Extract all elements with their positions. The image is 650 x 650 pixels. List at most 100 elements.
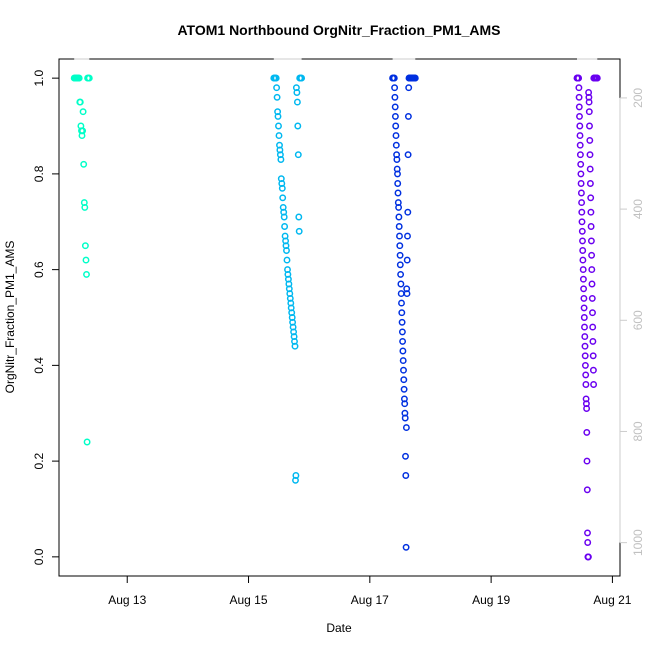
data-point-series-1 — [79, 108, 87, 116]
data-point-series-4 — [590, 381, 598, 388]
data-point-series-4 — [578, 199, 586, 207]
data-point-series-3 — [396, 251, 404, 259]
data-point-series-4 — [576, 141, 584, 149]
y-tick-label: 1.0 — [32, 69, 46, 86]
data-point-series-3 — [404, 112, 412, 120]
data-point-series-2 — [273, 93, 281, 101]
data-point-series-4 — [584, 539, 592, 546]
data-point-series-4 — [585, 108, 593, 116]
data-point-series-3 — [402, 543, 410, 551]
y-axis: 0.0 0.2 0.4 0.6 0.8 1.0 — [32, 69, 60, 565]
data-point-series-4 — [589, 323, 597, 331]
data-point-series-2 — [275, 132, 283, 140]
data-point-series-2 — [283, 256, 291, 264]
data-point-series-4 — [576, 151, 584, 159]
points-layer — [70, 74, 601, 561]
data-point-series-2 — [275, 122, 282, 130]
data-point-series-4 — [577, 170, 585, 178]
data-point-series-3 — [394, 170, 401, 178]
data-point-series-1 — [85, 74, 93, 82]
data-point-series-4 — [576, 132, 584, 140]
data-point-series-3 — [401, 400, 409, 408]
data-point-series-4 — [578, 218, 586, 226]
y-axis-label: OrgNitr_Fraction_PM1_AMS — [3, 241, 17, 394]
y2-tick-label: 600 — [631, 310, 645, 330]
data-point-series-4 — [576, 122, 584, 130]
plot-frame — [58, 58, 621, 577]
data-point-series-3 — [394, 189, 402, 197]
data-point-series-4 — [583, 405, 591, 412]
data-point-series-2 — [294, 151, 302, 159]
data-point-series-4 — [586, 136, 594, 144]
data-point-series-4 — [575, 103, 583, 111]
data-point-series-1 — [83, 438, 91, 446]
data-point-series-3 — [391, 103, 399, 111]
x-axis: Aug 13 Aug 15 Aug 17 Aug 19 Aug 21 — [108, 575, 632, 607]
data-point-series-2 — [273, 84, 281, 92]
data-point-series-4 — [575, 93, 583, 101]
data-point-series-3 — [404, 232, 411, 240]
data-point-series-3 — [399, 347, 407, 355]
data-point-series-4 — [582, 381, 590, 388]
y-tick-label: 0.0 — [32, 548, 46, 565]
data-point-series-4 — [575, 74, 583, 82]
data-point-series-4 — [587, 223, 595, 230]
y-tick-label: 0.6 — [32, 261, 46, 278]
data-point-series-3 — [397, 270, 405, 278]
data-point-series-1 — [83, 270, 90, 278]
y2-axis: 200 400 600 800 1000 — [619, 88, 645, 556]
data-point-series-1 — [80, 160, 88, 168]
data-point-series-4 — [584, 529, 591, 537]
data-point-series-3 — [403, 290, 411, 298]
data-point-series-4 — [578, 208, 586, 216]
data-point-series-1 — [76, 98, 84, 106]
data-point-series-3 — [392, 132, 400, 140]
data-point-series-3 — [393, 156, 401, 163]
data-point-series-4 — [593, 74, 601, 82]
x-tick-label: Aug 21 — [593, 593, 631, 607]
data-point-series-2 — [292, 472, 300, 479]
data-point-series-3 — [400, 366, 407, 374]
data-point-series-4 — [583, 457, 591, 465]
data-point-series-3 — [392, 141, 400, 149]
y-tick-label: 0.2 — [32, 452, 46, 469]
data-point-series-4 — [588, 266, 596, 274]
y-tick-label: 0.4 — [32, 357, 46, 374]
data-point-series-4 — [579, 237, 586, 245]
data-point-series-4 — [576, 112, 583, 120]
data-point-series-3 — [398, 299, 405, 307]
data-point-series-4 — [588, 251, 596, 259]
y2-tick-label: 800 — [631, 421, 645, 441]
data-point-series-3 — [394, 180, 402, 187]
data-point-series-4 — [589, 309, 596, 317]
data-point-series-4 — [580, 285, 588, 293]
data-point-series-2 — [279, 194, 287, 202]
data-point-series-3 — [397, 280, 405, 288]
data-point-series-4 — [581, 342, 589, 350]
data-point-series-4 — [588, 280, 596, 288]
data-point-series-3 — [403, 256, 411, 264]
data-point-series-3 — [399, 337, 407, 345]
data-point-series-4 — [589, 366, 597, 374]
data-point-series-4 — [583, 428, 591, 436]
data-point-series-4 — [578, 227, 586, 235]
data-point-series-3 — [395, 203, 403, 211]
data-point-series-3 — [391, 84, 399, 92]
data-point-series-4 — [587, 194, 595, 202]
data-point-series-4 — [581, 323, 588, 331]
x-tick-label: Aug 13 — [108, 593, 146, 607]
data-point-series-1 — [81, 203, 89, 211]
data-point-series-4 — [582, 371, 590, 379]
data-point-series-4 — [579, 247, 587, 254]
y2-tick-label: 400 — [631, 199, 645, 219]
data-point-series-4 — [587, 237, 595, 245]
data-point-series-2 — [291, 342, 299, 350]
data-point-series-2 — [298, 74, 306, 82]
data-point-series-3 — [395, 213, 403, 221]
data-point-series-4 — [589, 337, 597, 345]
data-point-series-4 — [581, 333, 589, 341]
data-point-series-4 — [586, 122, 593, 130]
data-point-series-3 — [398, 309, 406, 317]
x-tick-label: Aug 17 — [351, 593, 389, 607]
data-point-series-3 — [405, 84, 413, 92]
